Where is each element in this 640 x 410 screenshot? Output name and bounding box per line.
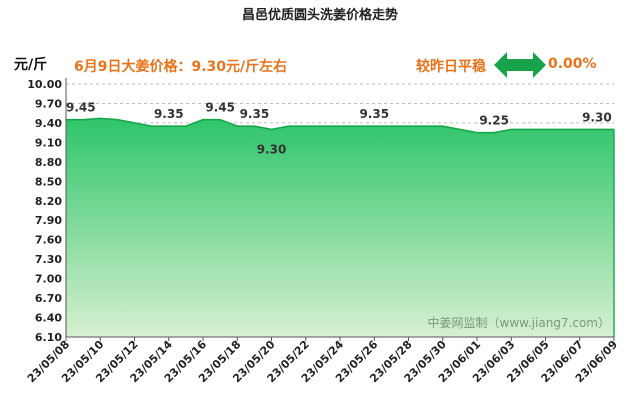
y-tick-label: 6.70 <box>35 292 62 305</box>
y-tick-label: 8.50 <box>35 175 62 188</box>
data-label: 9.35 <box>240 107 270 121</box>
chart-title: 昌邑优质圆头洗姜价格走势 <box>241 8 398 23</box>
area-fill <box>66 118 614 337</box>
compare-label: 较昨日平稳 <box>416 59 486 75</box>
data-label: 9.45 <box>205 101 235 115</box>
compare-value: 0.00% <box>548 56 597 72</box>
data-label: 9.35 <box>154 107 184 121</box>
watermark: 中姜网监制（www.jiang7.com） <box>428 315 610 330</box>
y-tick-label: 7.00 <box>35 273 62 286</box>
y-tick-label: 8.80 <box>35 156 62 169</box>
double-arrow-icon <box>494 52 546 78</box>
y-tick-label: 7.60 <box>35 234 62 247</box>
data-label: 9.45 <box>66 101 96 115</box>
data-label: 9.30 <box>257 142 287 156</box>
data-label: 9.25 <box>479 114 509 128</box>
y-tick-label: 6.10 <box>35 331 62 344</box>
y-tick-label: 9.40 <box>35 117 62 130</box>
y-tick-label: 8.20 <box>35 195 62 208</box>
price-note: 6月9日大姜价格：9.30元/斤左右 <box>74 59 288 75</box>
y-tick-label: 9.10 <box>35 136 62 149</box>
y-tick-label: 7.90 <box>35 214 62 227</box>
series-line <box>66 117 614 134</box>
y-tick-label: 10.00 <box>27 78 62 91</box>
y-tick-label: 6.40 <box>35 312 62 325</box>
data-label: 9.30 <box>582 110 612 124</box>
y-tick-label: 9.70 <box>35 97 62 110</box>
data-label: 9.35 <box>359 107 389 121</box>
unit-label: 元/斤 <box>14 57 48 73</box>
y-tick-label: 7.30 <box>35 253 62 266</box>
